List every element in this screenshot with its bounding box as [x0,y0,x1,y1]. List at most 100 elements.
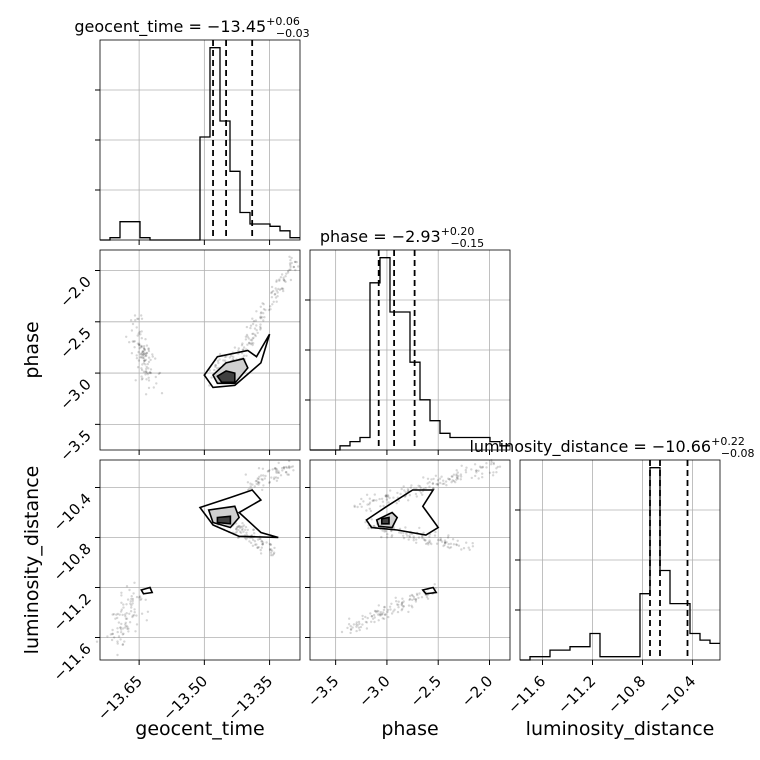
sample-point [241,525,244,528]
sample-point [284,471,288,474]
sample-point [366,503,369,506]
sample-point [249,324,253,327]
sample-point [254,334,257,338]
panel-frame-phase [309,249,511,451]
sample-point [373,616,376,619]
sample-point [140,330,143,333]
sample-point [259,327,262,330]
x-axis-label-luminosity_distance: luminosity_distance [526,718,715,740]
sample-point [442,544,445,548]
sample-point [402,537,406,540]
sample-point [289,263,292,267]
sample-point [495,467,498,470]
sample-point [448,478,451,481]
sample-point [444,480,448,483]
sample-point [498,465,502,468]
sample-point [289,265,292,269]
sample-point [122,632,125,635]
sample-point [236,525,239,529]
sample-point [402,534,405,537]
sample-point [348,617,351,620]
sample-point [436,479,440,482]
sample-point [404,491,407,494]
sample-point [259,305,262,308]
sample-point [388,605,392,608]
contour-inner [216,370,236,384]
sample-point [125,624,128,628]
sample-point [390,602,393,605]
sample-point [131,615,134,619]
panel-frame-phase-vs-luminosity_distance [309,459,511,661]
y-tick-label-luminosity_distance: −10.4 [50,490,95,535]
sample-point [455,474,458,477]
title-upper-error: +0.20 [441,225,475,238]
sample-point [285,466,289,469]
sample-point [114,617,117,620]
sample-point [459,473,463,476]
sample-point [255,310,258,313]
sample-point [464,468,467,472]
sample-point [125,335,128,338]
sample-point [214,365,217,368]
sample-point [216,359,220,363]
sample-point [297,265,300,268]
sample-point [216,367,219,370]
sample-point [439,539,442,542]
sample-point [240,344,244,347]
sample-point [288,255,291,258]
sample-point [261,467,265,470]
sample-point [448,546,451,550]
sample-point [136,366,140,369]
sample-point [443,541,447,545]
sample-point [135,357,139,360]
sample-point [408,597,412,601]
sample-point [365,509,368,512]
sample-point [121,633,125,636]
sample-point [281,287,285,291]
sample-point [250,342,253,345]
sample-point [385,495,388,498]
sample-point [245,354,248,357]
sample-point [292,469,295,472]
sample-point [126,625,129,628]
sample-point [349,628,353,631]
contour-outer [198,489,279,539]
sample-point [488,471,492,474]
sample-point [428,535,431,538]
sample-point [238,525,241,528]
sample-point [396,603,399,606]
sample-point [142,353,145,356]
sample-point [355,629,358,633]
sample-point [474,474,477,478]
sample-point [272,289,275,293]
sample-point [118,613,121,616]
contour-small [421,586,438,595]
sample-point [271,468,274,471]
sample-point [259,315,262,318]
sample-point [244,528,247,531]
sample-point [238,530,242,533]
sample-point [286,473,289,476]
sample-point [282,289,285,293]
sample-point [444,541,447,545]
sample-point [406,488,410,491]
sample-point [375,499,378,502]
sample-point [414,492,418,496]
sample-point [443,541,447,544]
sample-point [373,493,376,496]
sample-point [281,287,284,290]
sample-point [379,505,382,508]
sample-point [241,348,244,351]
panel-title-luminosity_distance: luminosity_distance = −10.66+0.22 −0.08 [469,435,754,460]
sample-point [292,265,295,269]
sample-point [275,279,278,282]
sample-point [274,296,278,299]
sample-point [259,328,262,331]
sample-point [130,606,133,609]
sample-point [405,532,408,535]
sample-point [269,308,272,311]
sample-point [138,347,141,350]
sample-point [445,484,448,487]
x-tick-label-luminosity_distance: −10.4 [654,672,699,717]
sample-point [269,543,272,546]
